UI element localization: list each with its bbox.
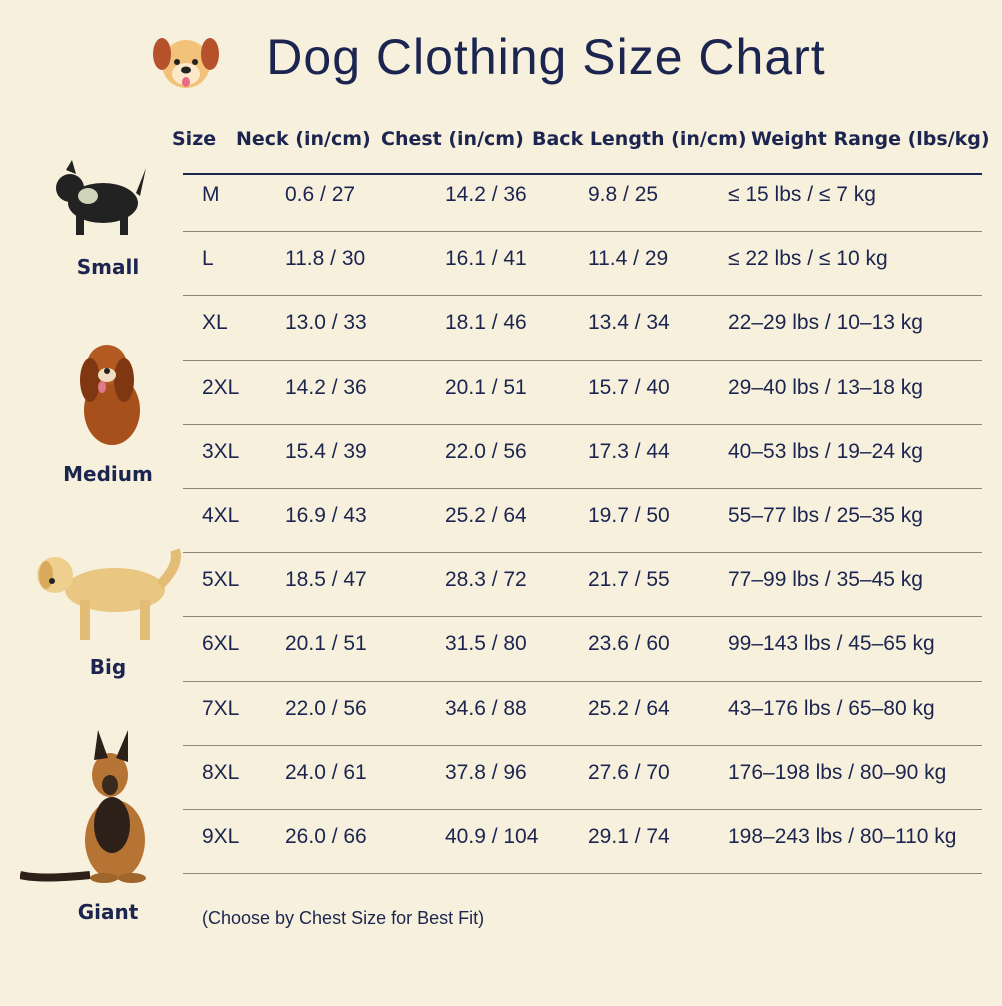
cell: 31.5 / 80 (445, 632, 527, 656)
cell: 99–143 lbs / 45–65 kg (728, 632, 935, 656)
cell: 15.7 / 40 (588, 375, 670, 399)
row-rule (183, 680, 982, 682)
cell: 8XL (202, 760, 240, 784)
cell: 16.9 / 43 (285, 504, 367, 527)
cell: 11.4 / 29 (588, 247, 669, 271)
row-rule (183, 488, 982, 489)
row-rule (183, 809, 982, 810)
cell: 40.9 / 104 (445, 825, 539, 848)
cell: 34.6 / 88 (445, 696, 527, 720)
cell: L (202, 247, 214, 271)
cell: 29.1 / 74 (588, 825, 670, 848)
cell: 55–77 lbs / 25–35 kg (728, 504, 923, 527)
group-label: Small (76, 255, 140, 279)
row-rule (183, 744, 982, 746)
cell: 29–40 lbs / 13–18 kg (728, 375, 923, 399)
cell: 16.1 / 41 (445, 247, 527, 271)
cell: XL (202, 311, 228, 335)
cell: 3XL (202, 439, 240, 463)
dog-illustration (56, 160, 146, 235)
row-rule (183, 295, 982, 297)
cell: 21.7 / 55 (588, 568, 670, 592)
cell: 23.6 / 60 (588, 632, 670, 656)
cell: 43–176 lbs / 65–80 kg (728, 696, 935, 720)
cell: 19.7 / 50 (588, 504, 670, 527)
group-label: Giant (77, 900, 139, 924)
cell: 5XL (202, 568, 240, 592)
column-header: Back Length (in/cm) (532, 128, 747, 150)
row-rule (183, 359, 982, 361)
cell: 9XL (202, 825, 240, 848)
cell: 9.8 / 25 (588, 183, 659, 206)
cell: M (202, 183, 220, 206)
cell: 20.1 / 51 (285, 632, 367, 656)
cell: 198–243 lbs / 80–110 kg (728, 825, 957, 848)
footnote: (Choose by Chest Size for Best Fit) (202, 908, 485, 928)
cell: 18.5 / 47 (285, 568, 367, 592)
row-rule (183, 552, 982, 554)
column-header: Weight Range (lbs/kg) (751, 128, 990, 150)
cell: 37.8 / 96 (445, 760, 527, 784)
cell: 0.6 / 27 (285, 183, 356, 206)
cell: 18.1 / 46 (445, 311, 527, 335)
row-rule (183, 873, 982, 875)
cell: 25.2 / 64 (588, 696, 670, 720)
title: Dog Clothing Size Chart (266, 29, 826, 85)
row-rule (183, 423, 982, 425)
column-header: Chest (in/cm) (381, 128, 524, 150)
cell: 40–53 lbs / 19–24 kg (728, 439, 923, 463)
cell: 27.6 / 70 (588, 760, 670, 784)
cell: 7XL (202, 696, 240, 720)
row-rule (183, 231, 982, 233)
cell: 24.0 / 61 (285, 760, 367, 784)
column-header: Size (172, 128, 217, 150)
dog-emoji (153, 38, 219, 88)
row-rule (183, 616, 982, 618)
cell: 28.3 / 72 (445, 568, 527, 592)
cell: 6XL (202, 632, 240, 656)
cell: 20.1 / 51 (445, 375, 527, 399)
cell: 22–29 lbs / 10–13 kg (728, 311, 923, 335)
cell: 11.8 / 30 (285, 247, 366, 271)
group-label: Big (89, 655, 127, 679)
dog-illustration (20, 730, 146, 883)
cell: ≤ 15 lbs / ≤ 7 kg (728, 183, 876, 206)
cell: 15.4 / 39 (285, 439, 367, 463)
cell: 22.0 / 56 (285, 696, 367, 720)
cell: 14.2 / 36 (285, 375, 367, 399)
cell: 22.0 / 56 (445, 439, 527, 463)
dog-illustration (80, 345, 140, 445)
cell: 14.2 / 36 (445, 183, 527, 206)
header-rule (183, 173, 982, 175)
cell: ≤ 22 lbs / ≤ 10 kg (728, 247, 888, 271)
cell: 176–198 lbs / 80–90 kg (728, 760, 947, 784)
cell: 26.0 / 66 (285, 825, 367, 848)
cell: 2XL (202, 375, 240, 399)
cell: 13.4 / 34 (588, 311, 670, 335)
column-header: Neck (in/cm) (236, 128, 371, 150)
cell: 4XL (202, 504, 240, 527)
cell: 13.0 / 33 (285, 311, 367, 335)
cell: 25.2 / 64 (445, 504, 527, 527)
group-label: Medium (63, 462, 153, 486)
cell: 77–99 lbs / 35–45 kg (728, 568, 923, 592)
dog-illustration (37, 548, 181, 640)
cell: 17.3 / 44 (588, 439, 670, 463)
